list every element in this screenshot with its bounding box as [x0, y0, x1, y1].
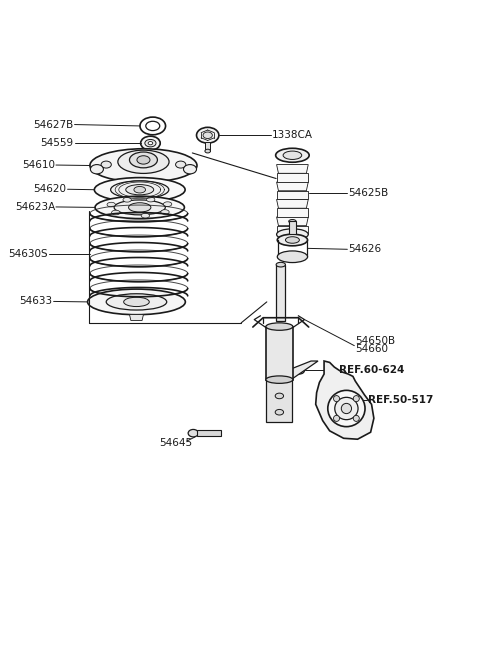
Ellipse shape [161, 210, 169, 214]
Text: 54623A: 54623A [15, 202, 55, 212]
Ellipse shape [283, 151, 302, 159]
Ellipse shape [163, 202, 172, 206]
Ellipse shape [275, 409, 284, 415]
Ellipse shape [196, 127, 219, 143]
Text: REF.50-517: REF.50-517 [368, 395, 433, 405]
Ellipse shape [266, 376, 293, 383]
Ellipse shape [106, 293, 167, 310]
Bar [205, 141, 211, 151]
Ellipse shape [95, 196, 184, 219]
Bar [266, 376, 292, 422]
Text: 54627B: 54627B [34, 120, 73, 130]
Polygon shape [276, 164, 308, 174]
Polygon shape [276, 174, 308, 182]
Ellipse shape [137, 156, 150, 164]
Ellipse shape [130, 152, 157, 168]
Ellipse shape [126, 185, 154, 195]
Polygon shape [266, 361, 318, 379]
Ellipse shape [276, 229, 308, 240]
Ellipse shape [276, 263, 286, 267]
Ellipse shape [353, 396, 360, 402]
Bar [197, 430, 221, 436]
Ellipse shape [146, 121, 160, 130]
Ellipse shape [129, 203, 151, 212]
Text: 54620: 54620 [34, 184, 67, 195]
Polygon shape [276, 182, 308, 191]
Text: 54559: 54559 [40, 138, 73, 148]
Ellipse shape [294, 367, 304, 374]
Text: 54645: 54645 [159, 438, 192, 448]
Ellipse shape [95, 178, 185, 202]
Ellipse shape [107, 202, 115, 207]
Ellipse shape [286, 236, 300, 243]
Ellipse shape [277, 234, 308, 246]
Ellipse shape [141, 214, 150, 218]
Text: 54630S: 54630S [9, 249, 48, 259]
Ellipse shape [112, 210, 120, 215]
Ellipse shape [275, 393, 284, 399]
Polygon shape [130, 314, 144, 320]
Ellipse shape [188, 430, 198, 437]
Text: 54625B: 54625B [348, 187, 388, 198]
Ellipse shape [288, 219, 296, 223]
Polygon shape [276, 226, 308, 234]
Bar [276, 265, 286, 320]
Text: 54660: 54660 [355, 345, 388, 354]
Ellipse shape [90, 164, 103, 174]
Ellipse shape [277, 251, 308, 263]
Polygon shape [316, 361, 374, 440]
Text: 54626: 54626 [348, 244, 382, 254]
Ellipse shape [141, 136, 160, 150]
Ellipse shape [124, 297, 149, 307]
Ellipse shape [140, 117, 166, 135]
Bar [288, 221, 296, 234]
Ellipse shape [328, 390, 365, 426]
Ellipse shape [341, 403, 351, 413]
Ellipse shape [110, 181, 169, 198]
Text: 54650B: 54650B [355, 337, 396, 346]
Polygon shape [276, 208, 308, 217]
Ellipse shape [334, 396, 339, 402]
Text: 1338CA: 1338CA [272, 130, 312, 140]
Ellipse shape [266, 323, 293, 330]
Ellipse shape [101, 161, 111, 168]
Ellipse shape [335, 398, 358, 420]
Ellipse shape [123, 197, 132, 202]
Ellipse shape [334, 396, 344, 403]
Ellipse shape [87, 289, 185, 314]
Ellipse shape [183, 164, 196, 174]
Text: REF.60-624: REF.60-624 [339, 365, 404, 375]
Ellipse shape [203, 132, 212, 138]
Ellipse shape [114, 200, 165, 215]
Ellipse shape [353, 415, 360, 421]
Polygon shape [276, 217, 308, 226]
Polygon shape [276, 200, 308, 208]
Ellipse shape [118, 150, 169, 174]
Ellipse shape [90, 149, 197, 182]
Ellipse shape [176, 161, 186, 168]
Ellipse shape [276, 148, 309, 162]
Ellipse shape [148, 141, 153, 145]
Ellipse shape [205, 149, 211, 153]
Ellipse shape [297, 368, 302, 373]
Ellipse shape [145, 140, 156, 147]
Ellipse shape [146, 197, 155, 202]
Text: 54610: 54610 [22, 160, 55, 170]
Text: 54633: 54633 [20, 297, 53, 307]
Ellipse shape [334, 415, 339, 421]
Polygon shape [276, 191, 308, 200]
Bar [266, 327, 293, 380]
Ellipse shape [134, 187, 145, 193]
